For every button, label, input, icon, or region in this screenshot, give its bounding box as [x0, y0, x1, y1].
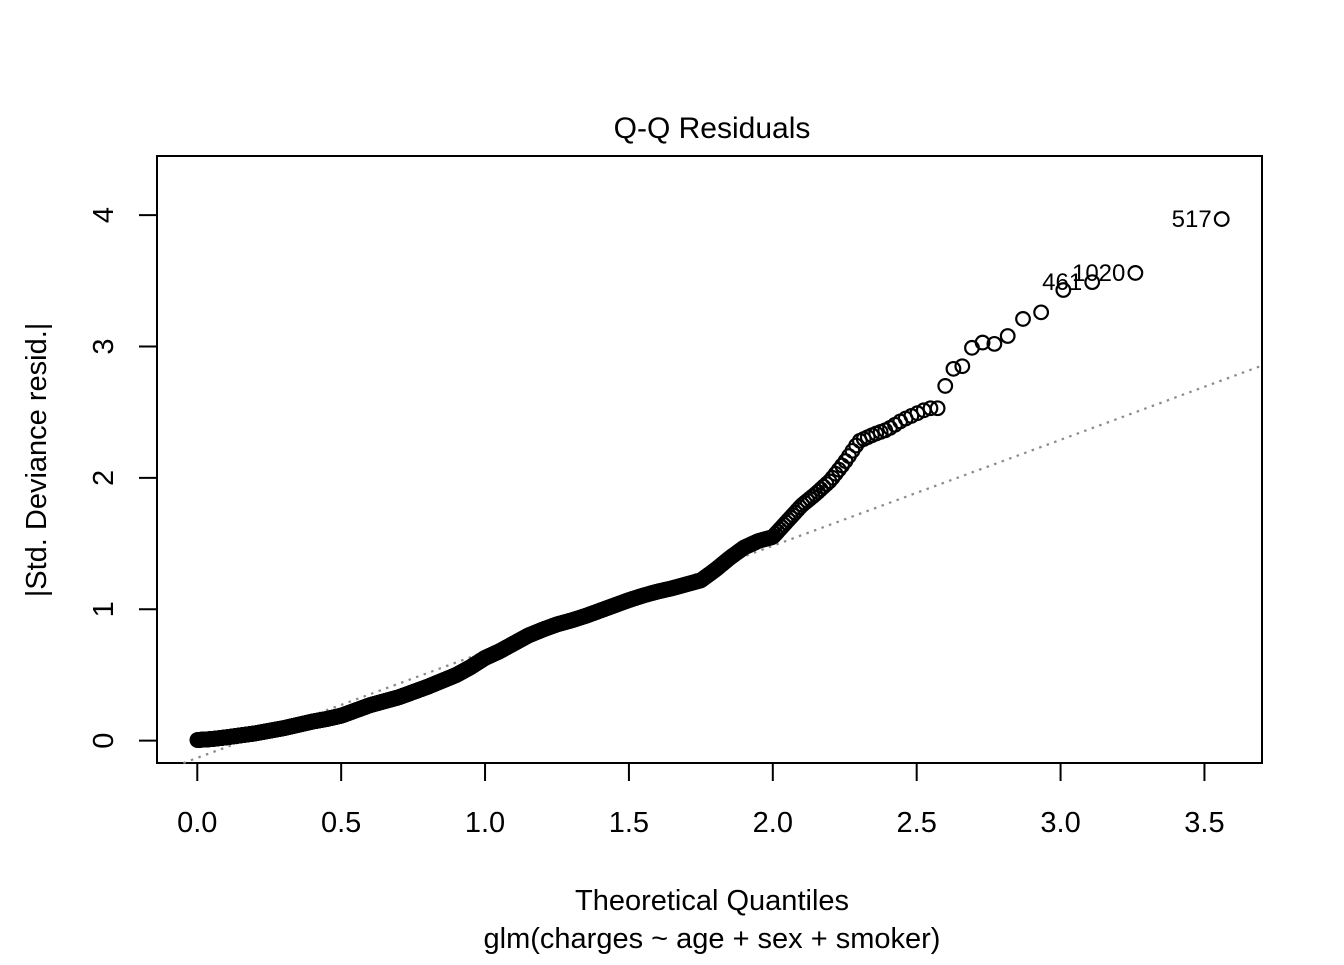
data-points — [189, 211, 1230, 748]
y-axis-label: |Std. Deviance resid.| — [21, 323, 53, 598]
data-point — [1033, 304, 1050, 321]
x-axis-label: Theoretical Quantiles — [575, 885, 849, 917]
data-point — [1055, 282, 1072, 298]
data-point — [1127, 265, 1144, 281]
data-point — [1213, 211, 1230, 227]
chart-title: Q-Q Residuals — [614, 112, 811, 145]
plot-border — [156, 155, 1263, 764]
data-point — [937, 378, 954, 394]
x-tick-label: 1.0 — [465, 807, 505, 839]
data-point — [922, 400, 939, 417]
y-tick-label: 3 — [88, 338, 120, 354]
point-label: 517 — [1172, 206, 1212, 233]
data-point — [1084, 274, 1101, 291]
x-tick-label: 0.0 — [177, 807, 217, 839]
x-tick-label: 1.5 — [609, 807, 649, 839]
data-point — [1015, 311, 1031, 327]
x-tick-label: 2.5 — [897, 807, 937, 839]
x-tick-label: 3.5 — [1184, 807, 1224, 839]
y-tick-label: 0 — [88, 733, 120, 749]
data-point — [999, 328, 1016, 344]
data-point — [986, 335, 1003, 352]
point-label: 461 — [1042, 269, 1082, 296]
y-tick-label: 2 — [88, 470, 120, 486]
data-point — [929, 400, 946, 417]
y-tick-label: 1 — [88, 601, 120, 617]
x-tick-label: 0.5 — [321, 807, 361, 839]
data-point — [945, 360, 962, 377]
x-axis-sublabel: glm(charges ~ age + sex + smoker) — [484, 923, 941, 955]
point-label: 1020 — [1072, 260, 1125, 287]
x-tick-label: 3.0 — [1040, 807, 1080, 839]
x-tick-label: 2.0 — [753, 807, 793, 839]
y-tick-label: 4 — [88, 207, 120, 223]
data-point — [974, 334, 991, 351]
data-point — [954, 358, 971, 375]
